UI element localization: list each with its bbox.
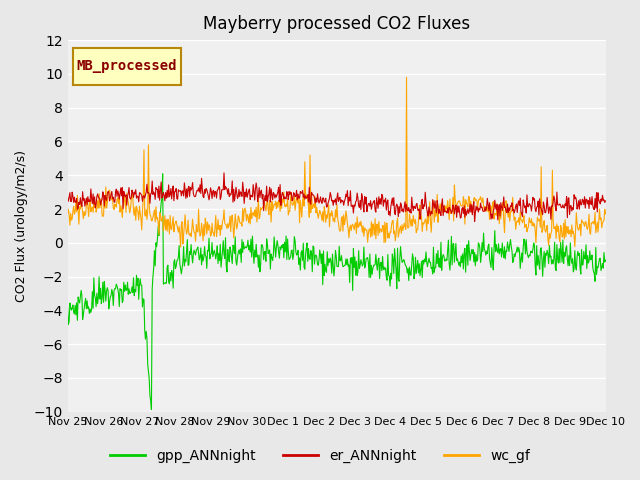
gpp_ANNnight: [74, 317, 81, 323]
gpp_ANNnight: [159, 171, 166, 177]
wc_gf: [419, 220, 427, 226]
er_ANNnight: [419, 196, 426, 202]
wc_gf: [602, 211, 609, 216]
gpp_ANNnight: [148, 407, 156, 412]
Line: wc_gf: wc_gf: [68, 77, 605, 247]
er_ANNnight: [602, 198, 609, 204]
er_ANNnight: [471, 219, 479, 225]
gpp_ANNnight: [419, 257, 427, 263]
wc_gf: [64, 210, 72, 216]
gpp_ANNnight: [64, 305, 72, 311]
wc_gf: [74, 192, 81, 198]
er_ANNnight: [129, 190, 136, 196]
gpp_ANNnight: [213, 243, 221, 249]
wc_gf: [212, 234, 220, 240]
Line: gpp_ANNnight: gpp_ANNnight: [68, 174, 605, 409]
Line: er_ANNnight: er_ANNnight: [68, 173, 605, 222]
er_ANNnight: [403, 201, 410, 207]
er_ANNnight: [64, 195, 72, 201]
er_ANNnight: [184, 194, 191, 200]
Legend: gpp_ANNnight, er_ANNnight, wc_gf: gpp_ANNnight, er_ANNnight, wc_gf: [104, 443, 536, 468]
Y-axis label: CO2 Flux (urology/m2/s): CO2 Flux (urology/m2/s): [15, 150, 28, 302]
wc_gf: [177, 244, 184, 250]
wc_gf: [129, 194, 136, 200]
wc_gf: [403, 224, 411, 229]
gpp_ANNnight: [185, 262, 193, 268]
gpp_ANNnight: [403, 270, 411, 276]
er_ANNnight: [74, 206, 81, 212]
er_ANNnight: [212, 189, 220, 195]
er_ANNnight: [220, 170, 228, 176]
wc_gf: [184, 217, 192, 223]
gpp_ANNnight: [602, 257, 609, 263]
Title: Mayberry processed CO2 Fluxes: Mayberry processed CO2 Fluxes: [203, 15, 470, 33]
gpp_ANNnight: [129, 290, 136, 296]
wc_gf: [403, 74, 410, 80]
